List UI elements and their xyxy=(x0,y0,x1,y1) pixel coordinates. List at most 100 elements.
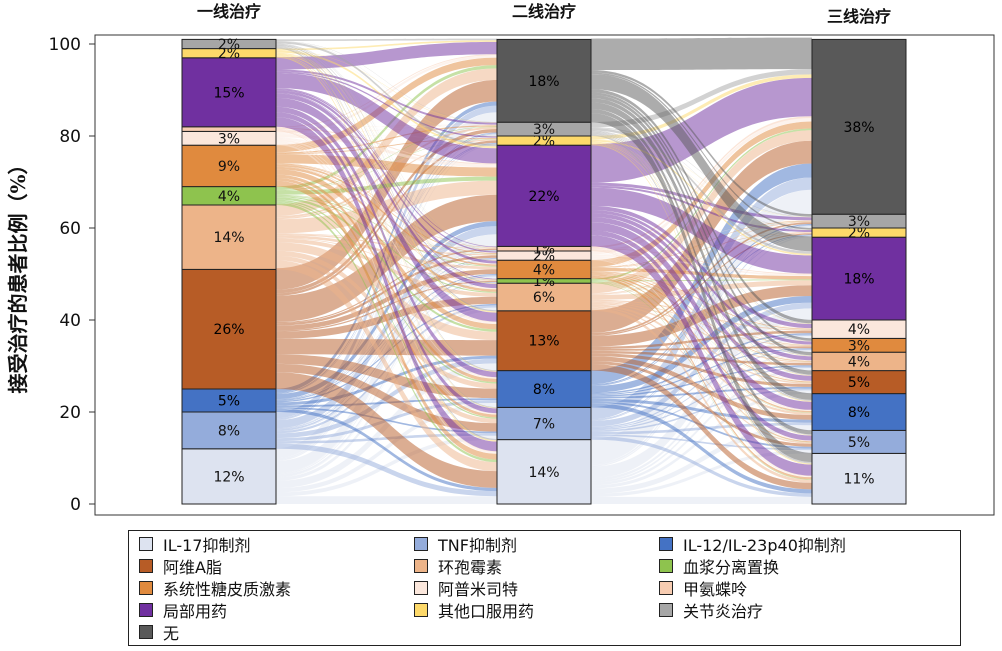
flow-band xyxy=(276,142,497,415)
legend-swatch xyxy=(139,537,153,551)
flow-band xyxy=(276,237,497,281)
legend-swatch xyxy=(659,581,673,595)
legend-item: 阿维A脂 xyxy=(139,556,222,577)
flow-band xyxy=(591,353,812,387)
legend-item: 局部用药 xyxy=(139,600,227,621)
flow-band xyxy=(591,222,812,410)
flow-band xyxy=(276,106,497,378)
legend-swatch xyxy=(139,559,153,573)
flow-band xyxy=(276,43,497,261)
flow-band xyxy=(591,232,812,281)
flow-band xyxy=(591,434,812,451)
legend-label: 血浆分离置换 xyxy=(683,558,780,577)
flow-band xyxy=(276,130,497,414)
flow-band xyxy=(276,124,497,135)
segment-label: 2% xyxy=(848,226,870,242)
segment-label: 12% xyxy=(213,469,244,485)
flow-band xyxy=(276,195,497,281)
flow-band xyxy=(276,144,497,461)
flow-band xyxy=(276,137,497,265)
legend-swatch xyxy=(139,581,153,595)
flow-band xyxy=(276,134,497,168)
flow-band xyxy=(591,425,812,494)
flow-band xyxy=(591,225,812,421)
flow-band xyxy=(591,189,812,464)
y-tick-label: 80 xyxy=(59,127,81,147)
flow-band xyxy=(591,128,812,281)
flow-band xyxy=(276,53,497,285)
segment-label: 5% xyxy=(848,435,870,451)
y-axis-label: 接受治疗的患者比例（%） xyxy=(6,154,30,393)
y-tick-label: 20 xyxy=(59,403,81,423)
flow-band xyxy=(591,333,812,395)
stage-label: 二线治疗 xyxy=(512,2,576,21)
segment-label: 3% xyxy=(848,214,870,230)
flow-band xyxy=(276,249,497,400)
segment-label: 15% xyxy=(213,85,244,101)
flow-band xyxy=(276,238,497,297)
flow-band xyxy=(591,141,812,342)
flow-band xyxy=(591,118,812,255)
flow-band xyxy=(276,354,497,399)
flow-band xyxy=(276,166,497,292)
flow-band xyxy=(591,232,812,249)
legend-label: 其他口服用药 xyxy=(438,602,535,621)
flow-band xyxy=(276,139,497,220)
flow-band xyxy=(276,194,497,249)
legend-swatch xyxy=(414,603,428,617)
flow-band xyxy=(591,132,812,401)
flow-band xyxy=(591,271,812,346)
flow-band xyxy=(591,113,812,463)
flow-band xyxy=(591,281,812,330)
segment-label: 2% xyxy=(218,46,240,62)
flow-band xyxy=(276,129,497,323)
flow-band xyxy=(591,108,812,435)
segment-label: 8% xyxy=(218,423,240,439)
flow-band xyxy=(591,130,812,294)
flow-band xyxy=(591,94,812,356)
segment-label: 4% xyxy=(848,354,870,370)
flow-band xyxy=(591,220,812,268)
flow-band xyxy=(276,202,497,463)
flow-band xyxy=(591,281,812,362)
flow-band xyxy=(591,346,812,351)
stack-segment xyxy=(496,310,592,372)
flow-band xyxy=(591,72,812,230)
flow-band xyxy=(276,164,497,266)
stack-segment xyxy=(181,144,277,188)
flow-band xyxy=(591,74,812,140)
legend-swatch xyxy=(414,537,428,551)
flow-band xyxy=(591,127,812,230)
flow-band xyxy=(591,259,812,478)
flow-band xyxy=(276,269,497,331)
flow-band xyxy=(591,248,812,275)
legend-label: 阿维A脂 xyxy=(163,558,222,577)
flow-band xyxy=(591,37,812,71)
flow-band xyxy=(591,187,812,274)
flow-band xyxy=(591,98,812,375)
flow-band xyxy=(591,361,812,447)
flow-band xyxy=(591,139,812,218)
stack-segment xyxy=(496,439,592,505)
flow-band xyxy=(276,69,497,125)
flow-band xyxy=(591,144,812,465)
flow-band xyxy=(276,71,497,138)
flow-band xyxy=(591,230,812,441)
flow-band xyxy=(591,295,812,393)
flow-band xyxy=(591,74,812,252)
flow-band xyxy=(276,282,497,432)
flow-band xyxy=(276,133,497,420)
flow-band xyxy=(591,496,812,504)
flow-band xyxy=(591,234,812,387)
flow-band xyxy=(276,46,497,408)
flow-band xyxy=(591,300,812,347)
stack-segment xyxy=(496,406,592,441)
legend: IL-17抑制剂 TNF抑制剂 IL-12/IL-23p40抑制剂 阿维A脂 环孢霉素 血… xyxy=(128,530,961,646)
stack-segment xyxy=(181,268,277,390)
flow-band xyxy=(591,235,812,476)
legend-swatch xyxy=(659,559,673,573)
flow-band xyxy=(276,92,497,280)
flow-band xyxy=(591,209,812,345)
segment-label: 4% xyxy=(848,322,870,338)
stage-label: 三线治疗 xyxy=(827,7,891,26)
